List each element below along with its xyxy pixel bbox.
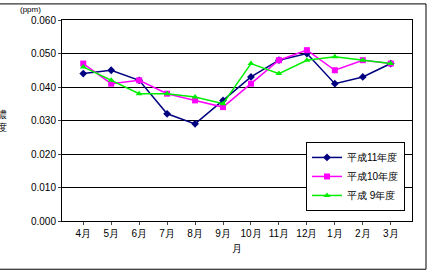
- svg-text:0.060: 0.060: [31, 15, 56, 26]
- svg-text:濃度: 濃度: [0, 109, 7, 133]
- svg-text:9月: 9月: [215, 228, 231, 239]
- svg-text:0.000: 0.000: [31, 216, 56, 227]
- svg-text:7月: 7月: [159, 228, 175, 239]
- svg-text:(ppm): (ppm): [20, 5, 41, 14]
- svg-text:12月: 12月: [296, 228, 317, 239]
- svg-text:1月: 1月: [327, 228, 343, 239]
- svg-text:0.010: 0.010: [31, 182, 56, 193]
- svg-text:11月: 11月: [269, 228, 289, 239]
- svg-text:5月: 5月: [103, 228, 119, 239]
- svg-text:平成11年度: 平成11年度: [347, 152, 397, 163]
- svg-text:6月: 6月: [131, 228, 147, 239]
- svg-text:8月: 8月: [187, 228, 203, 239]
- svg-text:0.020: 0.020: [31, 149, 56, 160]
- svg-text:4月: 4月: [75, 228, 91, 239]
- svg-text:平成10年度: 平成10年度: [347, 171, 398, 182]
- svg-text:3月: 3月: [383, 228, 399, 239]
- svg-text:0.030: 0.030: [31, 115, 56, 126]
- svg-text:月: 月: [232, 243, 242, 254]
- svg-text:10月: 10月: [240, 228, 261, 239]
- svg-text:0.040: 0.040: [31, 82, 56, 93]
- svg-text:2月: 2月: [355, 228, 371, 239]
- svg-text:0.050: 0.050: [31, 48, 56, 59]
- svg-text:平成 9年度: 平成 9年度: [347, 190, 395, 201]
